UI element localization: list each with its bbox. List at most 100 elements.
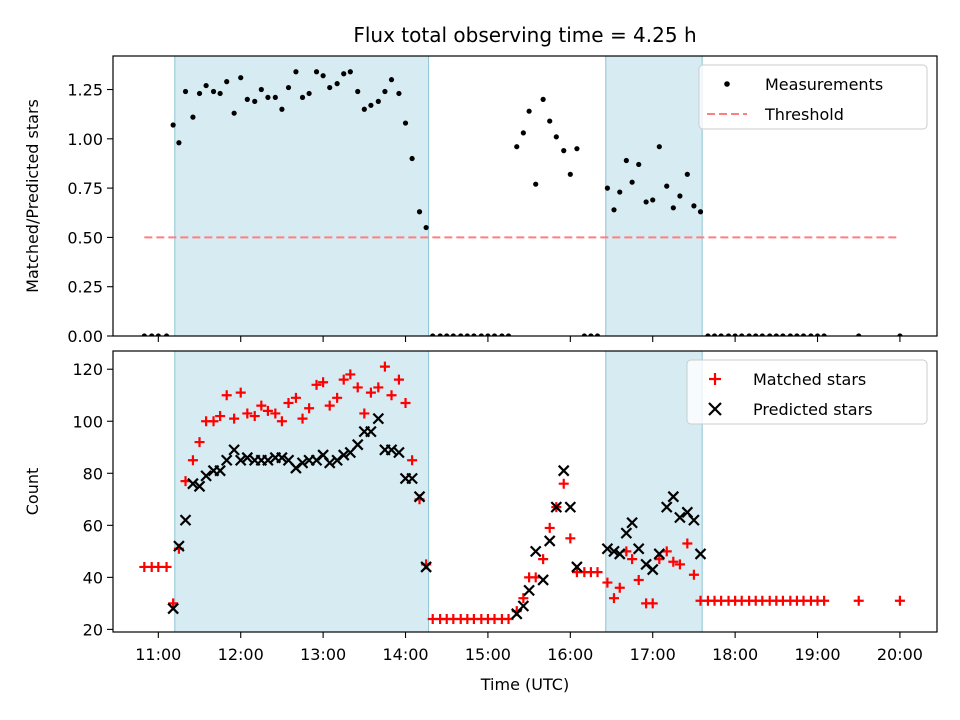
matched-stars-point — [235, 387, 246, 398]
matched-stars-point — [633, 574, 644, 585]
measurements-point — [711, 333, 718, 336]
matched-stars-point — [682, 538, 693, 549]
measurements-point — [767, 333, 773, 336]
plot-frame — [112, 55, 938, 337]
measurements-point — [514, 144, 520, 150]
measurements-point — [485, 333, 491, 336]
measurements-point — [684, 171, 690, 177]
matched-stars-point — [614, 582, 625, 593]
measurements-point — [561, 148, 567, 154]
measurements-point — [355, 88, 361, 95]
measurements-point — [334, 81, 340, 87]
y-tick-label: 100 — [72, 412, 103, 431]
matched-stars-point — [365, 387, 376, 398]
measurements-point — [375, 98, 381, 104]
predicted-stars-point — [296, 457, 309, 469]
measurements-point — [190, 114, 196, 120]
measurements-point — [196, 90, 203, 97]
predicted-stars-point — [193, 480, 206, 493]
matched-stars-point — [338, 374, 349, 385]
x-tick-label: 12:00 — [218, 645, 264, 664]
measurements-point — [520, 130, 526, 136]
predicted-stars-point — [420, 561, 432, 573]
ratio-panel: 0.00 0.25 0.50 0.75 1.00 1.25 Matched/Predicte… — [23, 55, 938, 346]
y-tick-label: 1.00 — [67, 130, 103, 149]
measurements-point — [505, 333, 512, 336]
measurements-point — [252, 98, 258, 104]
measurements-point — [526, 108, 532, 114]
matched-stars-point — [352, 382, 363, 393]
legend: Measurements Threshold — [698, 64, 928, 130]
predicted-stars-point — [413, 490, 426, 503]
measurements-point — [299, 94, 306, 101]
matched-stars-point — [276, 416, 287, 427]
measurements-point — [533, 181, 539, 187]
measurements-point — [244, 96, 250, 102]
predicted-stars-point — [179, 514, 192, 526]
legend-measurement-marker — [724, 81, 730, 87]
legend-x-marker — [708, 402, 722, 416]
legend-label: Matched stars — [753, 370, 866, 389]
matched-stars-point — [256, 400, 267, 411]
measurements-point — [623, 157, 629, 164]
matched-stars-point — [304, 403, 315, 414]
x-axis-label: Time (UTC) — [480, 675, 569, 694]
measurements-point — [471, 333, 477, 336]
measurements-point — [347, 69, 353, 75]
matched-stars-point — [647, 598, 658, 609]
measurements-point — [141, 333, 147, 336]
measurements-point — [814, 333, 821, 336]
matched-stars-point — [544, 522, 555, 533]
legend-label: Measurements — [765, 75, 883, 94]
matched-stars-point — [894, 595, 905, 606]
predicted-stars-point — [351, 438, 364, 451]
matched-stars-point — [290, 392, 301, 403]
matched-stars-point — [324, 400, 335, 411]
measurements-point — [416, 209, 423, 215]
measurements-point — [821, 333, 827, 336]
measurements-point — [636, 161, 642, 168]
predicted-stars-point — [385, 444, 398, 456]
measurements-point — [753, 333, 759, 336]
matched-stars-point — [565, 533, 576, 544]
measurements-point — [617, 189, 623, 195]
measurements-point — [567, 171, 573, 177]
matched-stars-point — [215, 411, 226, 422]
predicted-stars-point — [262, 454, 274, 467]
legend-box — [686, 359, 928, 425]
measurements-point — [217, 90, 223, 97]
predicted-stars-point — [667, 490, 680, 503]
measurements-point — [499, 333, 505, 336]
matched-stars-point — [229, 413, 240, 424]
predicted-stars-point — [601, 542, 614, 555]
predicted-stars-point — [187, 477, 199, 490]
measurements-point — [739, 333, 745, 336]
x-tick-label: 15:00 — [465, 645, 511, 664]
matched-stars-point — [592, 567, 603, 578]
predicted-stars-point — [214, 464, 226, 477]
measurements-point — [170, 122, 176, 128]
matched-stars-point — [161, 561, 172, 572]
measurements-point — [444, 333, 450, 336]
predicted-stars-point — [372, 412, 385, 425]
measurements-point — [203, 82, 209, 89]
matched-stars-point — [242, 408, 253, 419]
matched-stars-point — [168, 598, 179, 609]
predicted-stars-point — [241, 451, 254, 464]
matched-stars-point — [283, 398, 294, 409]
measurements-point — [574, 146, 580, 152]
legend-box — [698, 64, 928, 130]
measurements-point — [697, 209, 704, 215]
plot-frame — [112, 350, 938, 633]
measurements-point — [808, 333, 814, 336]
measurements-point — [491, 333, 498, 336]
measurements-point — [670, 205, 676, 211]
measurements-point — [464, 333, 470, 336]
measurements-point — [458, 333, 464, 336]
measurements-point — [285, 84, 292, 91]
measurements-point — [279, 106, 285, 112]
matched-stars-point — [608, 593, 619, 604]
predicted-stars-point — [523, 584, 535, 597]
y-tick-label: 60 — [83, 516, 103, 535]
